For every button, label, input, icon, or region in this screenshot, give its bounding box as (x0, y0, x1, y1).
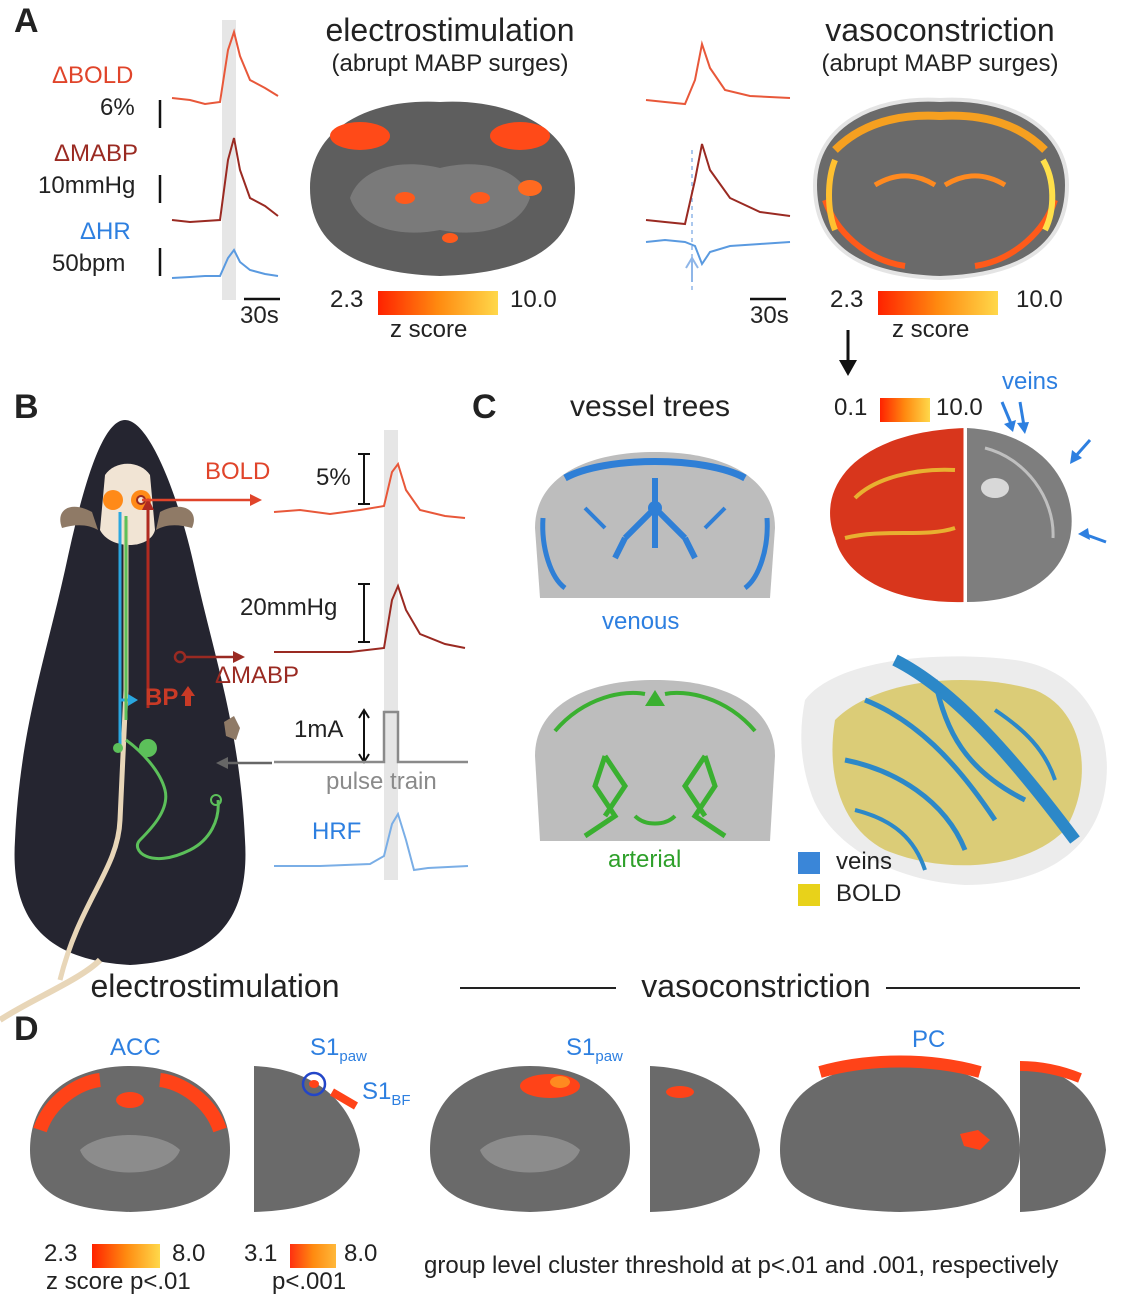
pulse-train-label: pulse train (326, 768, 437, 795)
d-cb1-label: z score p<.01 (46, 1268, 191, 1295)
s1-paw-label-1: S1paw (310, 1034, 367, 1065)
electro-title: electrostimulation (325, 12, 575, 48)
legend-veins-swatch (798, 852, 820, 874)
d-cb2-min: 3.1 (244, 1240, 278, 1267)
delta-bold-label: ΔBOLD (52, 62, 134, 89)
delta-hr-label: ΔHR (80, 218, 131, 245)
hr-scale-label: 50bpm (52, 250, 126, 277)
hr-trace (171, 248, 279, 279)
c-colorbar (880, 398, 930, 422)
b-bold-trace (273, 461, 466, 519)
d-cb1-min: 2.3 (44, 1240, 78, 1267)
electro-cb-max: 10.0 (510, 286, 557, 313)
electro-colorbar (378, 291, 498, 315)
legend-veins-label: veins (836, 848, 893, 875)
d-vaso-rule-left (460, 987, 616, 989)
b-bold-label: BOLD (205, 458, 271, 485)
arterial-tree (535, 680, 775, 841)
tail (0, 957, 103, 1023)
bp-up-arrow-icon (181, 686, 195, 706)
paw (224, 716, 240, 740)
mabp-trace (171, 137, 279, 224)
vaso-mabp-trace (645, 143, 791, 226)
d-electro-title: electrostimulation (90, 968, 340, 1004)
venous-tree (535, 452, 775, 598)
catheter (57, 520, 129, 981)
legend-bold-swatch (798, 884, 820, 906)
c-cb-min: 0.1 (834, 394, 868, 421)
pc-label: PC (912, 1026, 946, 1053)
vaso-brain-slice (812, 97, 1070, 281)
mouse-schematic (0, 420, 272, 1023)
s1-bf-label: S1BF (362, 1078, 411, 1109)
b-traces (273, 430, 469, 880)
d-cb2-label: p<.001 (272, 1268, 347, 1295)
electro-time-scale-label: 30s (240, 302, 279, 329)
hrf-trace (274, 811, 469, 872)
d-vaso-rule-right (886, 987, 1080, 989)
d-cb2-max: 8.0 (344, 1240, 378, 1267)
vaso-cb-label: z score (892, 316, 970, 343)
electro-cb-label: z score (390, 316, 468, 343)
b-current-scale: 1mA (294, 716, 344, 743)
vaso-bold-trace (645, 40, 791, 106)
down-arrow-icon (839, 330, 857, 376)
b-mabp-scale: 20mmHg (240, 594, 338, 621)
b-bold-scale: 5% (316, 464, 351, 491)
left-ear (60, 506, 98, 530)
d-colorbar-2 (290, 1244, 336, 1268)
veins-arrows-icon (1000, 401, 1107, 544)
b-mabp-trace (274, 583, 466, 653)
vaso-subtitle: (abrupt MABP surges) (821, 50, 1059, 77)
d-footnote: group level cluster threshold at p<.01 a… (424, 1252, 1059, 1279)
vaso-hr-trace (645, 238, 791, 267)
delta-mabp-label: ΔMABP (54, 140, 139, 167)
vessel-3d-render (801, 654, 1107, 885)
pulse-train-trace (274, 710, 468, 764)
stim-electrode-wire (125, 738, 220, 861)
vaso-cb-min: 2.3 (830, 286, 864, 313)
electro-brain-slice (310, 101, 575, 276)
arterial-label: arterial (608, 846, 682, 873)
venous-label: venous (602, 608, 680, 635)
s1-paw-label-2: S1paw (566, 1034, 623, 1065)
vessel-trees-title: vessel trees (569, 390, 731, 423)
d-slices (30, 1055, 1106, 1212)
mabp-scale-label: 10mmHg (38, 172, 136, 199)
panel-letter-d: D (14, 1010, 39, 1048)
legend-bold-label: BOLD (836, 880, 902, 907)
vaso-colorbar (878, 291, 998, 315)
right-ear (156, 506, 194, 530)
vaso-time-scale-label: 30s (750, 302, 789, 329)
b-mabp-label: ΔMABP (215, 662, 300, 689)
vaso-traces (645, 40, 791, 301)
d-colorbar-1 (92, 1244, 160, 1268)
sagittal-brain (830, 424, 1072, 604)
electro-cb-min: 2.3 (330, 286, 364, 313)
panel-letter-c: C (472, 388, 497, 426)
bold-trace (171, 28, 279, 106)
electro-traces (158, 20, 280, 301)
acc-label: ACC (110, 1034, 161, 1061)
electro-subtitle: (abrupt MABP surges) (331, 50, 569, 77)
vaso-cb-max: 10.0 (1016, 286, 1063, 313)
b-stimulus-window (384, 430, 398, 880)
skull (100, 463, 155, 545)
panel-letter-b: B (14, 388, 39, 426)
bold-scale-label: 6% (100, 94, 135, 121)
d-vaso-title: vasoconstriction (641, 968, 871, 1004)
onset-arrow (685, 256, 699, 282)
bp-label: BP (145, 684, 179, 711)
d-cb1-max: 8.0 (172, 1240, 206, 1267)
panel-letter-a: A (14, 2, 39, 40)
c-cb-max: 10.0 (936, 394, 983, 421)
veins-label: veins (1002, 368, 1059, 395)
hrf-label: HRF (312, 818, 362, 845)
vaso-title: vasoconstriction (825, 12, 1055, 48)
